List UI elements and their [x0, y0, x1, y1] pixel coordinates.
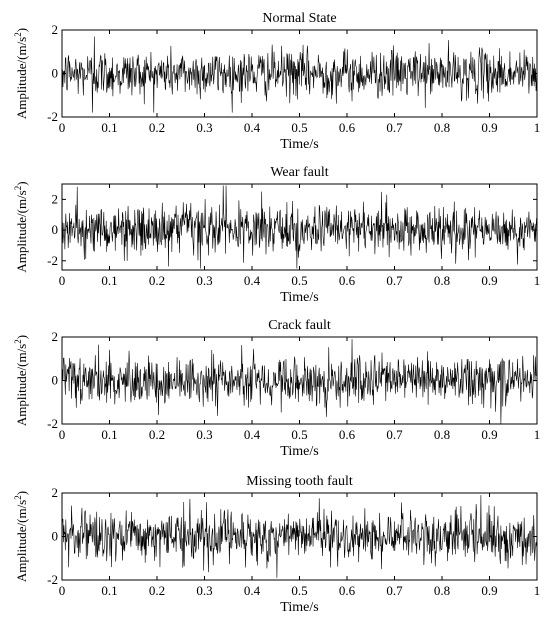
x-tick-label: 0.9 [481, 273, 497, 288]
signal-series [61, 36, 538, 113]
y-axis-label-close: ) [14, 335, 29, 339]
x-tick-label: 0.5 [291, 583, 307, 598]
chart-panel-2: Wear fault 0 0.1 0.2 0.3 0.4 0.5 0.6 0.7 0.8 0.9 1 2… [13, 165, 540, 305]
x-tick-label: 0.1 [101, 120, 117, 135]
x-tick-label: 0.9 [481, 583, 497, 598]
x-tick-label: 0.1 [101, 273, 117, 288]
x-tick-label: 0.3 [196, 273, 212, 288]
x-tick-label: 0.8 [434, 583, 450, 598]
x-tick-label: 0 [59, 583, 66, 598]
signal-series [61, 185, 538, 269]
x-axis-label: Time/s [280, 600, 318, 615]
y-axis-label-superscript: 2 [13, 186, 23, 191]
y-axis-label-main: Amplitude/(m/s [14, 37, 29, 119]
x-tick-label: 0.7 [386, 273, 403, 288]
x-tick-label: 1 [534, 583, 541, 598]
x-axis-label: Time/s [280, 444, 318, 459]
chart-panel-3: Crack fault 0 0.1 0.2 0.3 0.4 0.5 0.6 0.7 0.8 0.9 1… [13, 318, 540, 459]
y-axis-label-superscript: 2 [13, 32, 23, 37]
x-tick-label: 0.2 [149, 427, 165, 442]
x-tick-label: 0.2 [149, 273, 165, 288]
y-axis-label-main: Amplitude/(m/s [14, 344, 29, 426]
x-tick-label: 0.9 [481, 120, 497, 135]
y-axis-label-main: Amplitude/(m/s [14, 190, 29, 272]
x-tick-label: 0.3 [196, 583, 212, 598]
chart-title: Missing tooth fault [246, 474, 353, 489]
y-axis-label-superscript: 2 [13, 495, 23, 500]
chart-panel-4: Missing tooth fault 0 0.1 0.2 0.3 0.4 0.5 0.6 0.… [13, 474, 540, 615]
x-tick-label: 0 [59, 120, 66, 135]
x-tick-label: 0.4 [244, 273, 261, 288]
x-tick-label: 0 [59, 427, 66, 442]
y-tick-label: 0 [52, 66, 59, 81]
y-axis-label: Amplitude/(m/s2) [13, 335, 29, 426]
y-tick-label: 0 [52, 529, 59, 544]
x-tick-label: 0.9 [481, 427, 497, 442]
y-tick-label: 2 [52, 485, 59, 500]
x-tick-label: 0.4 [244, 427, 261, 442]
x-tick-label: 0.6 [339, 120, 356, 135]
x-tick-label: 0.6 [339, 427, 356, 442]
x-axis-label: Time/s [280, 290, 318, 305]
y-tick-label: -2 [47, 416, 58, 431]
x-tick-label: 0.2 [149, 583, 165, 598]
x-tick-label: 1 [534, 273, 541, 288]
x-tick-label: 0.4 [244, 583, 261, 598]
x-tick-label: 0.7 [386, 427, 403, 442]
chart-panel-1: Normal State 0 0.1 0.2 0.3 0.4 0.5 0.6 0.7 0.8 0.9… [13, 11, 540, 152]
x-tick-label: 0.1 [101, 583, 117, 598]
x-tick-label: 0.8 [434, 427, 450, 442]
y-axis-label-close: ) [14, 491, 29, 495]
x-tick-label: 0.2 [149, 120, 165, 135]
y-axis-label-close: ) [14, 181, 29, 185]
x-tick-label: 0.3 [196, 120, 212, 135]
signal-series [61, 495, 538, 578]
y-axis-label-close: ) [14, 28, 29, 32]
x-tick-label: 1 [534, 120, 541, 135]
y-axis-label: Amplitude/(m/s2) [13, 28, 29, 119]
y-tick-label: 2 [52, 191, 59, 206]
x-tick-label: 0.7 [386, 583, 403, 598]
x-tick-label: 0.3 [196, 427, 212, 442]
x-tick-label: 0.4 [244, 120, 261, 135]
y-axis-label: Amplitude/(m/s2) [13, 491, 29, 582]
y-axis-label: Amplitude/(m/s2) [13, 181, 29, 272]
x-tick-label: 0.1 [101, 427, 117, 442]
y-axis-label-superscript: 2 [13, 339, 23, 344]
signal-series [61, 339, 538, 425]
y-tick-label: -2 [47, 109, 58, 124]
chart-title: Wear fault [270, 165, 328, 180]
x-tick-label: 0.5 [291, 273, 307, 288]
plot-frame [61, 336, 538, 425]
y-tick-label: 2 [52, 22, 59, 37]
x-tick-label: 0.6 [339, 273, 356, 288]
y-tick-label: 2 [52, 329, 59, 344]
x-tick-label: 0 [59, 273, 66, 288]
y-tick-label: 0 [52, 373, 59, 388]
x-tick-label: 0.8 [434, 273, 450, 288]
plot-frame [61, 183, 538, 271]
y-axis-label-main: Amplitude/(m/s [14, 500, 29, 582]
x-tick-label: 0.8 [434, 120, 450, 135]
y-tick-label: -2 [47, 572, 58, 587]
x-tick-label: 0.7 [386, 120, 403, 135]
x-axis-label: Time/s [280, 137, 318, 152]
x-tick-label: 1 [534, 427, 541, 442]
y-tick-label: 0 [52, 222, 59, 237]
x-tick-label: 0.5 [291, 120, 307, 135]
y-tick-label: -2 [47, 253, 58, 268]
x-tick-label: 0.5 [291, 427, 307, 442]
x-tick-label: 0.6 [339, 583, 356, 598]
chart-title: Crack fault [268, 318, 331, 333]
chart-title: Normal State [262, 11, 336, 26]
